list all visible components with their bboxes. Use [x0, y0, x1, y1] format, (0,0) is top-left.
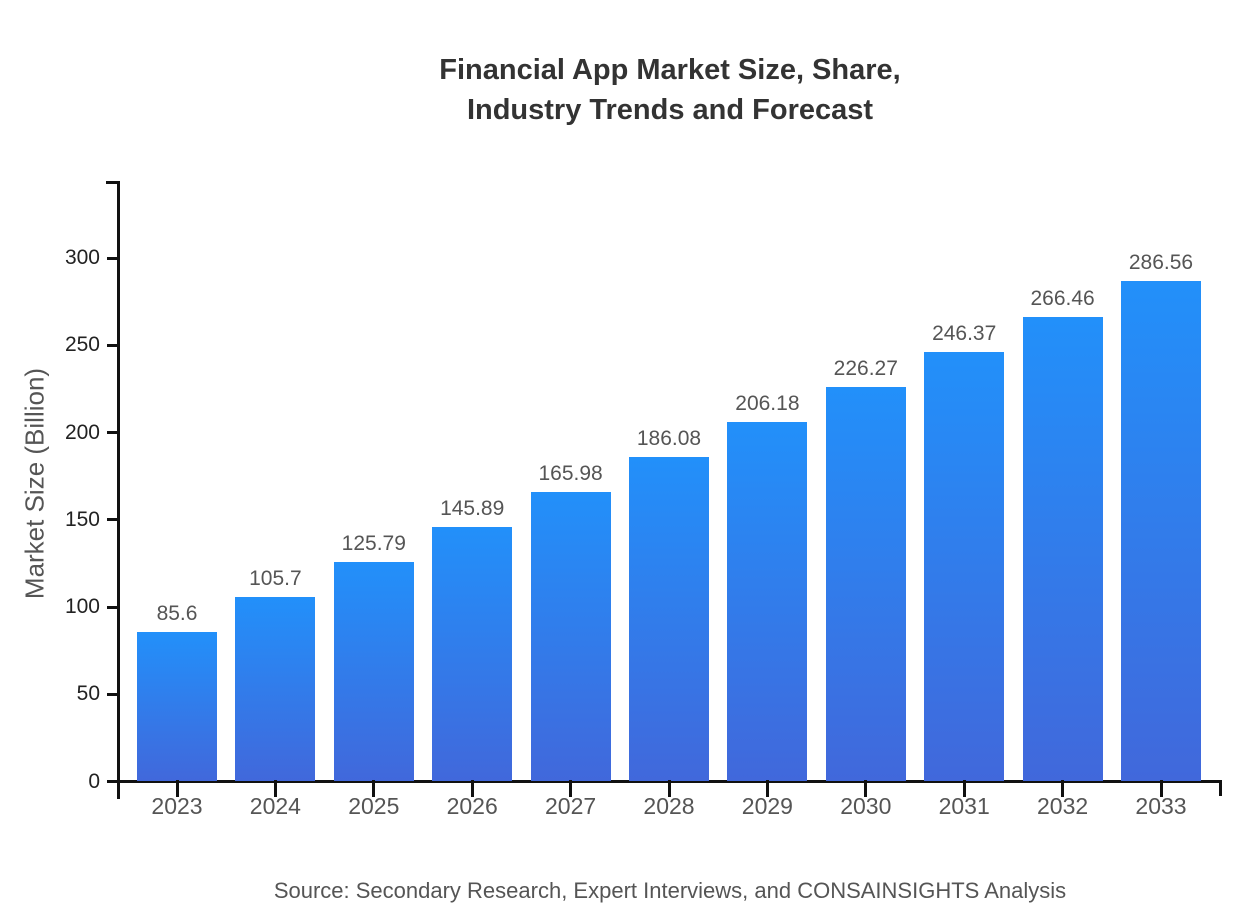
bar-value-label: 85.6	[156, 602, 198, 626]
x-axis-corner-tick	[117, 780, 120, 797]
source-attribution: Source: Secondary Research, Expert Inter…	[273, 878, 1067, 903]
x-tick	[175, 780, 179, 797]
x-tick	[962, 780, 966, 797]
chart-title-line-1: Financial App Market Size, Share,	[439, 54, 901, 86]
bar	[1022, 316, 1103, 781]
y-axis-line	[117, 181, 120, 799]
bar	[432, 526, 513, 781]
bar-value-label: 125.79	[341, 531, 406, 555]
y-tick	[107, 518, 120, 522]
y-axis-tick-label: 150	[64, 507, 100, 531]
x-axis-tick-label: 2030	[840, 793, 892, 819]
y-axis-tick-label: 300	[64, 246, 100, 269]
x-tick	[864, 780, 868, 797]
x-axis-tick-label: 2026	[446, 793, 498, 819]
y-tick	[107, 431, 120, 434]
x-axis-tick-label: 2031	[938, 793, 990, 819]
y-axis-tick-label: 250	[64, 333, 100, 357]
x-axis-tick-label: 2028	[643, 793, 695, 819]
bar	[235, 597, 316, 781]
bar-value-label: 226.27	[833, 356, 898, 380]
bar	[727, 421, 808, 781]
x-axis-end-cap	[1219, 780, 1222, 796]
chart-title: Financial App Market Size, Share, Indust…	[80, 50, 1260, 130]
x-axis-tick-label: 2023	[151, 793, 203, 819]
y-tick	[107, 343, 120, 347]
y-axis-top-cap	[106, 181, 120, 184]
bar-value-label: 186.08	[636, 426, 702, 450]
bar-value-label: 105.7	[249, 567, 302, 591]
x-tick	[470, 780, 474, 797]
x-axis-tick-label: 2027	[545, 793, 597, 819]
x-tick	[372, 780, 376, 797]
x-axis-tick-label: 2029	[741, 793, 793, 819]
bar	[530, 491, 611, 781]
bar-value-label: 145.89	[440, 496, 505, 520]
y-axis-tick-label: 100	[64, 595, 100, 618]
y-axis-tick-label: 50	[76, 682, 100, 706]
x-tick	[1061, 780, 1065, 797]
x-tick	[667, 780, 671, 797]
y-tick	[107, 692, 120, 696]
x-axis-tick-label: 2025	[348, 793, 400, 819]
y-tick	[107, 256, 120, 260]
x-axis-tick-label: 2033	[1135, 793, 1187, 819]
chart-title-line-2: Industry Trends and Forecast	[466, 94, 874, 126]
x-tick	[569, 780, 573, 797]
bar-value-label: 286.56	[1128, 251, 1194, 275]
bar-value-label: 266.46	[1030, 286, 1095, 310]
x-tick	[765, 780, 769, 797]
x-axis-tick-label: 2032	[1037, 793, 1089, 819]
x-tick	[273, 780, 277, 797]
bar	[825, 386, 906, 781]
bar	[1121, 281, 1201, 781]
bar	[924, 351, 1005, 781]
bar	[629, 456, 709, 781]
y-tick	[107, 605, 120, 609]
x-tick	[1159, 780, 1163, 797]
x-axis-tick-label: 2024	[249, 793, 301, 819]
bar	[137, 632, 217, 781]
bar-value-label: 165.98	[538, 461, 603, 485]
bar-value-label: 246.37	[932, 321, 997, 345]
bar	[333, 561, 414, 781]
bar-value-label: 206.18	[735, 391, 800, 415]
y-axis-tick-label: 200	[64, 420, 100, 444]
y-axis-tick-label: 0	[88, 769, 100, 793]
y-tick	[107, 780, 120, 783]
